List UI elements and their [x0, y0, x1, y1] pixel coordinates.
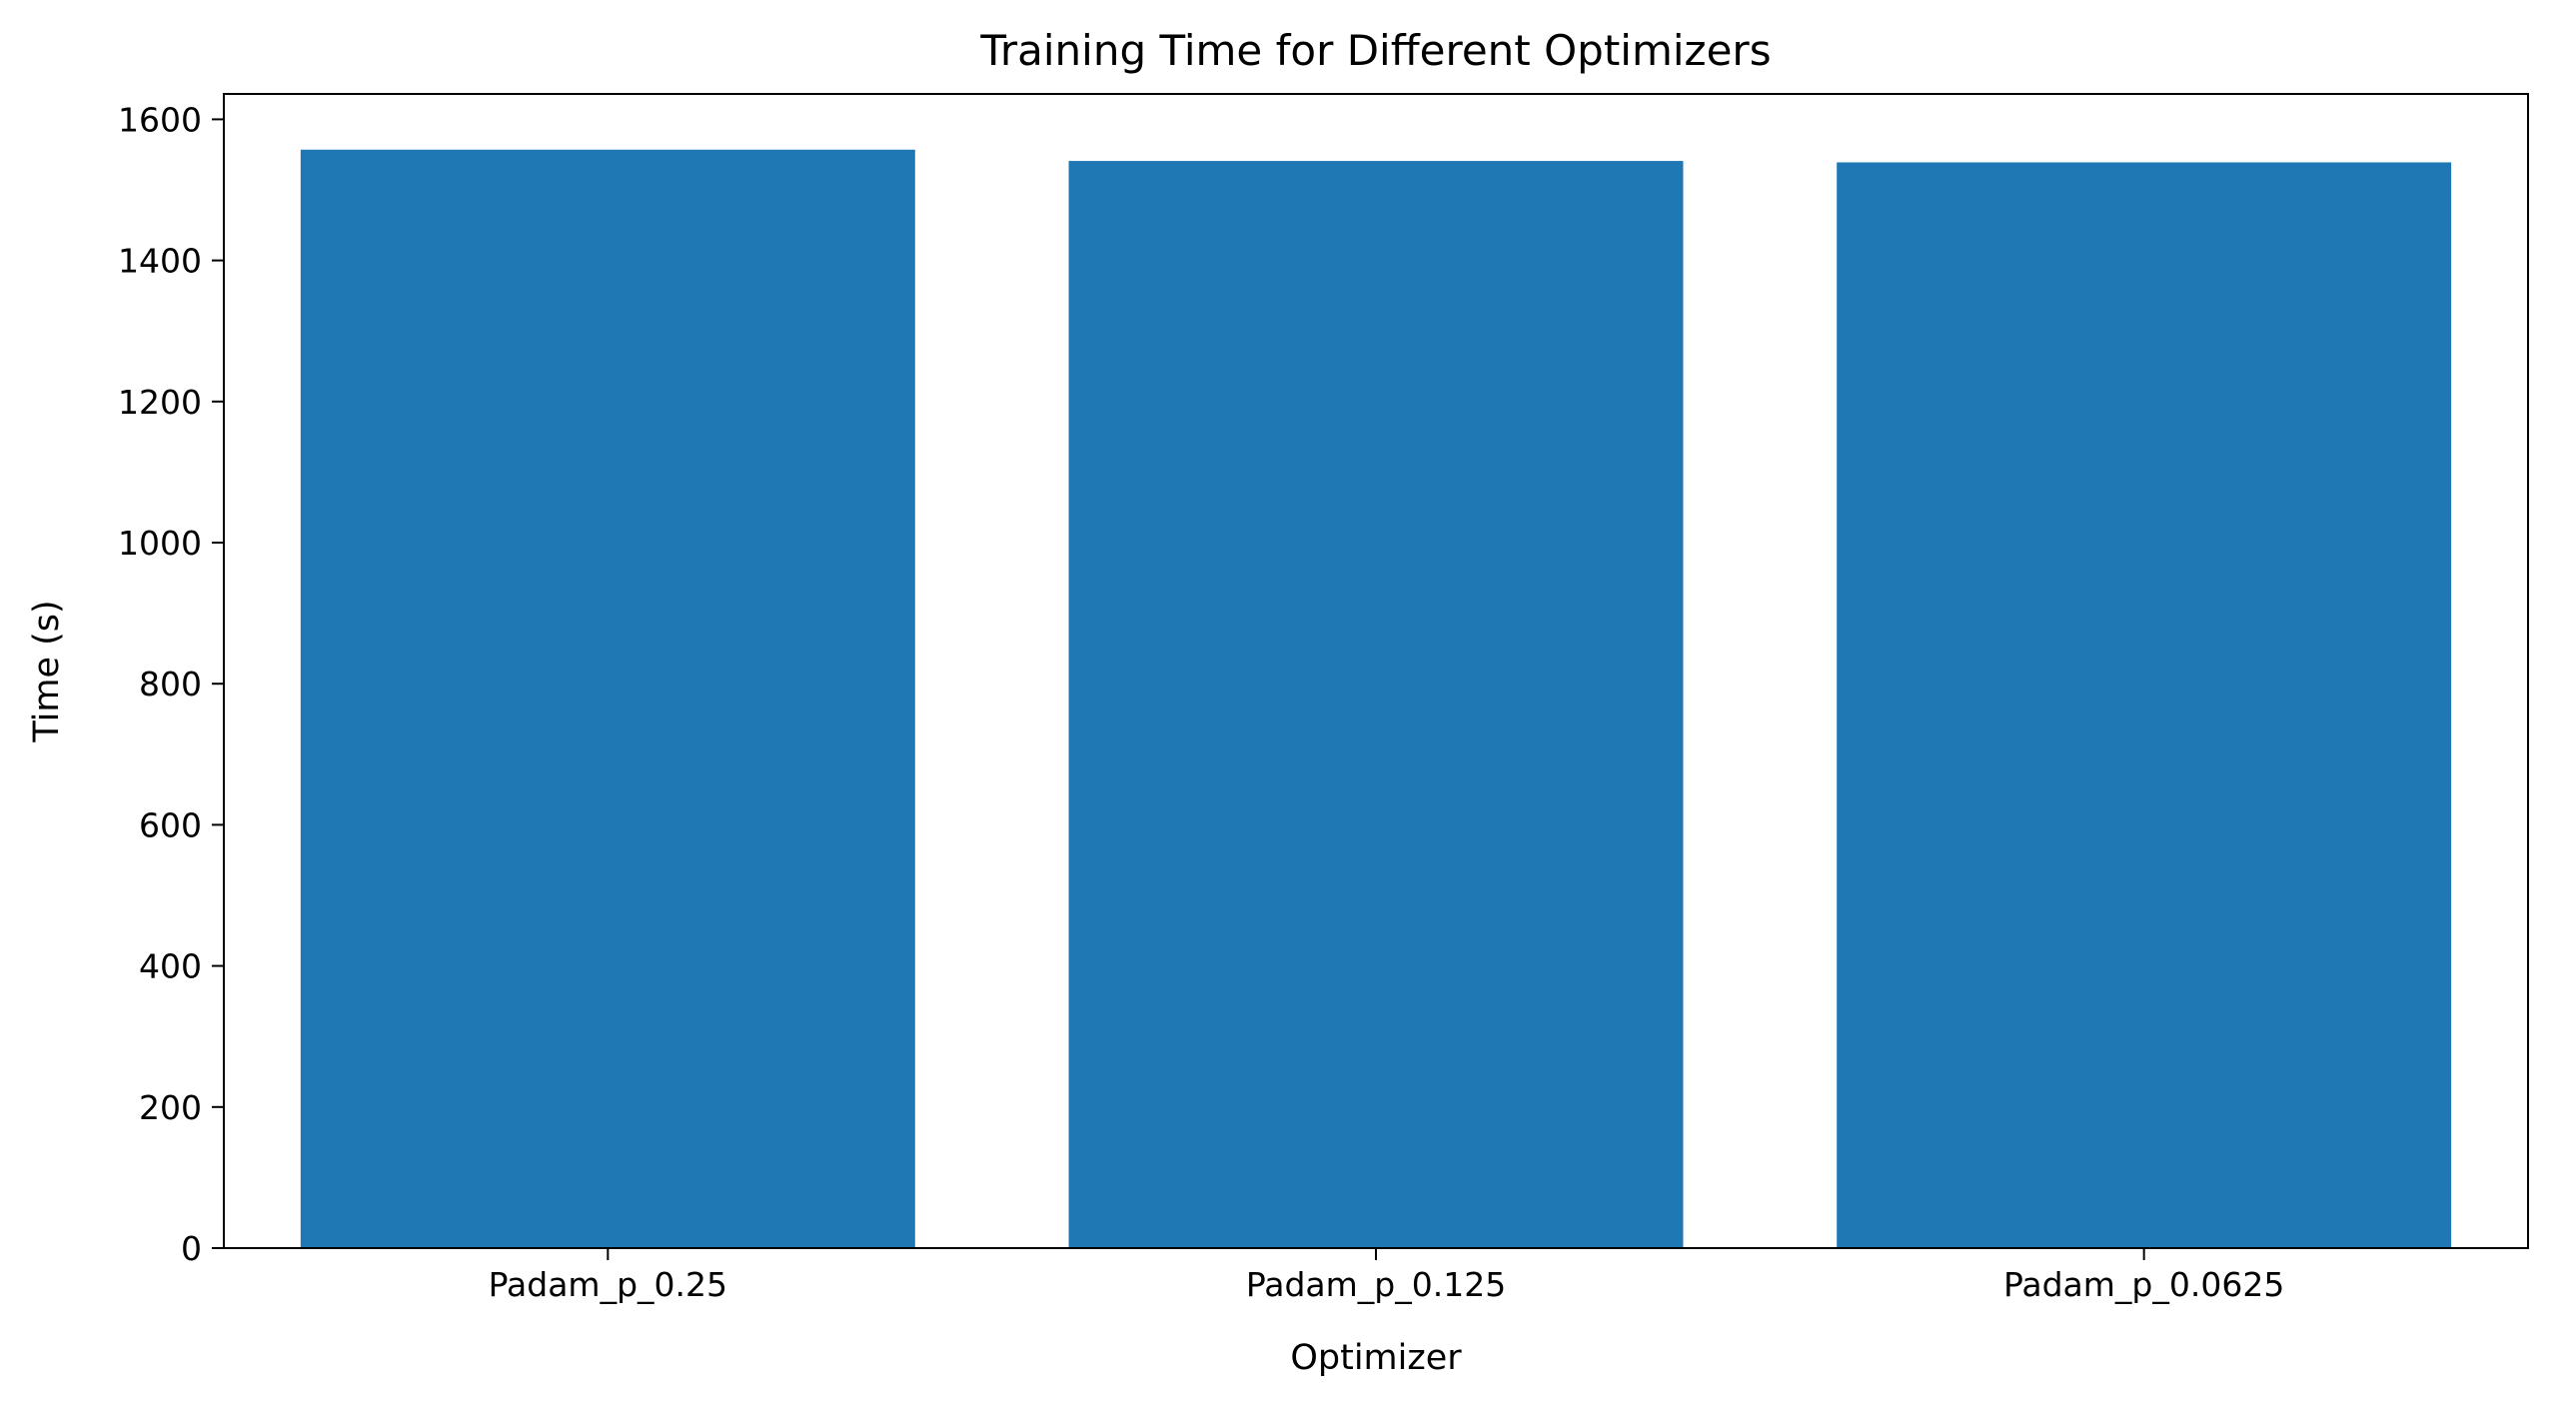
y-tick-label: 400 [139, 947, 202, 986]
y-tick-label: 0 [181, 1229, 202, 1268]
y-tick-label: 1200 [118, 383, 202, 422]
x-tick-label: Padam_p_0.0625 [2003, 1265, 2284, 1304]
bar-Padam_p_0.25 [300, 149, 915, 1249]
y-tick-label: 600 [139, 805, 202, 844]
x-axis-ticks: Padam_p_0.25 Padam_p_0.125 Padam_p_0.0625 [489, 1248, 2284, 1304]
plot-area-frame [223, 93, 2529, 1249]
y-tick-label: 200 [139, 1088, 202, 1127]
y-tick-label: 1600 [118, 100, 202, 139]
bar-Padam_p_0.0625 [1837, 162, 2452, 1248]
y-tick-label: 1000 [118, 524, 202, 563]
y-tick-label: 800 [139, 665, 202, 704]
x-tick-label: Padam_p_0.125 [1246, 1265, 1506, 1304]
y-axis-ticks: 0 200 400 600 800 1000 1200 1400 1600 [118, 100, 224, 1268]
y-axis-label: Time (s) [27, 600, 67, 742]
y-tick-label: 1400 [118, 242, 202, 281]
bars-group [300, 149, 2452, 1249]
bar-Padam_p_0.125 [1068, 161, 1684, 1248]
chart-title: Training Time for Different Optimizers [979, 26, 1771, 75]
x-tick-label: Padam_p_0.25 [489, 1265, 727, 1304]
x-axis-label: Optimizer [1290, 1338, 1462, 1378]
